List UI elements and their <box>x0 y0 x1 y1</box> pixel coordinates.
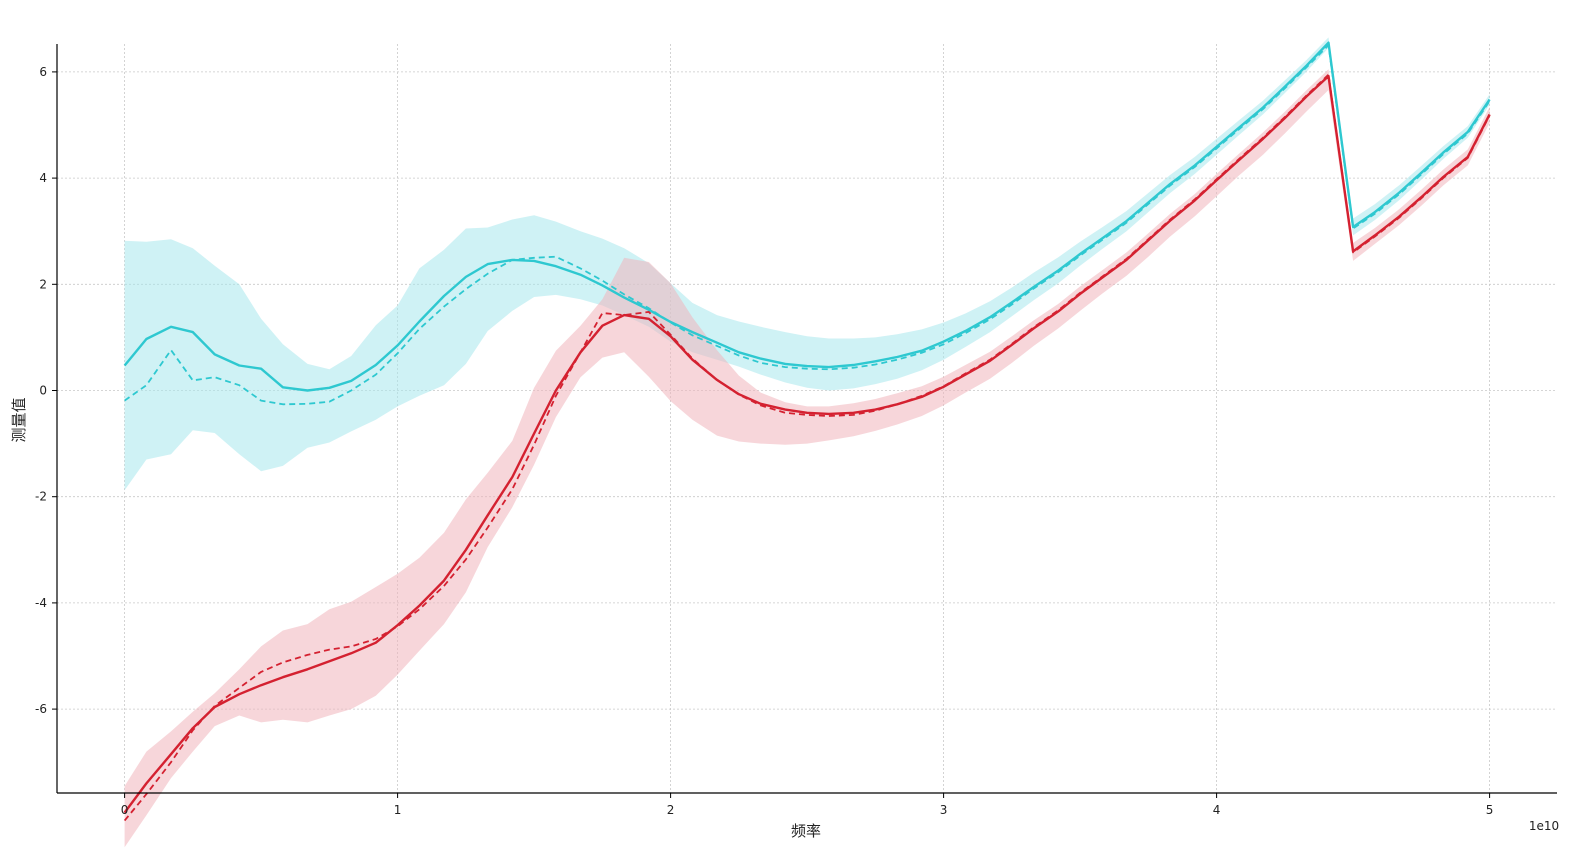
confidence-band-0 <box>124 37 1490 491</box>
x-axis-ticks: 0 1 2 3 4 5 <box>121 793 1494 817</box>
x-axis-offset-label: 1e10 <box>1529 819 1559 833</box>
confidence-band-1 <box>124 69 1490 848</box>
axes <box>56 44 1557 794</box>
series-line-dashed-1 <box>123 73 1491 822</box>
confidence-bands <box>124 37 1490 848</box>
x-tick-label: 4 <box>1213 803 1221 817</box>
x-axis-label: 频率 <box>791 822 821 840</box>
y-tick-label: -6 <box>35 702 47 716</box>
x-tick-label: 1 <box>394 803 402 817</box>
y-axis-label: 测量值 <box>10 397 28 442</box>
series-line-solid-0 <box>123 41 1491 392</box>
series-line-dashed-0 <box>124 44 1491 406</box>
y-tick-label: 6 <box>39 65 47 79</box>
y-axis-ticks: -6 -4 -2 0 2 4 6 <box>35 65 57 716</box>
y-tick-label: 2 <box>39 277 47 291</box>
y-tick-label: 0 <box>39 384 47 398</box>
x-tick-label: 3 <box>940 803 948 817</box>
series-lines <box>123 41 1491 822</box>
x-tick-label: 5 <box>1486 803 1494 817</box>
x-tick-label: 2 <box>667 803 675 817</box>
y-tick-label: -2 <box>35 490 47 504</box>
y-tick-label: -4 <box>35 596 47 610</box>
x-tick-label: 0 <box>121 803 129 817</box>
y-tick-label: 4 <box>39 171 47 185</box>
